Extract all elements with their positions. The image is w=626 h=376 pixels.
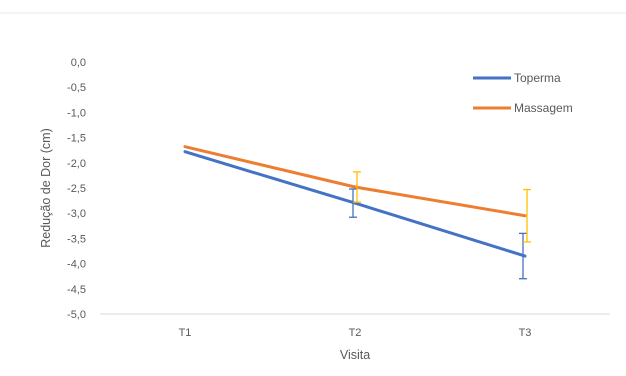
legend: Toperma Massagem (473, 71, 573, 115)
x-tick-label: T1 (179, 327, 192, 339)
y-tick-label: -2,0 (67, 158, 86, 170)
y-tick-label: -5,0 (67, 309, 86, 321)
y-tick-label: -0,5 (67, 82, 86, 94)
x-tick-label: T2 (349, 327, 362, 339)
y-tick-label: -3,5 (67, 233, 86, 245)
legend-item-toperma: Toperma (473, 71, 561, 85)
y-tick-label: -4,5 (67, 284, 86, 296)
legend-label: Massagem (514, 101, 573, 115)
error-bar-toperma (519, 232, 527, 280)
error-bar-toperma (349, 188, 357, 218)
x-axis-title: Visita (340, 348, 370, 362)
y-tick-label: -3,0 (67, 208, 86, 220)
y-axis-ticks: 0,0 -0,5 -1,0 -1,5 -2,0 -2,5 -3,0 -3,5 -4,0 -4,5 -… (67, 57, 86, 321)
series-lines (183, 145, 527, 258)
y-tick-label: -4,0 (67, 259, 86, 271)
series-line-massagem (183, 145, 527, 218)
y-tick-label: -1,5 (67, 133, 86, 145)
y-tick-label: 0,0 (71, 57, 86, 69)
error-bars (349, 171, 531, 280)
y-tick-label: -1,0 (67, 107, 86, 119)
legend-item-massagem: Massagem (473, 101, 573, 115)
series-line-toperma (183, 150, 527, 258)
x-tick-label: T3 (519, 327, 532, 339)
y-axis-title: Redução de Dor (cm) (39, 128, 53, 248)
error-bar-massagem (353, 171, 361, 203)
error-bar-massagem (523, 188, 531, 243)
legend-label: Toperma (514, 71, 561, 85)
y-tick-label: -2,5 (67, 183, 86, 195)
x-axis-ticks: T1 T2 T3 (179, 327, 532, 339)
